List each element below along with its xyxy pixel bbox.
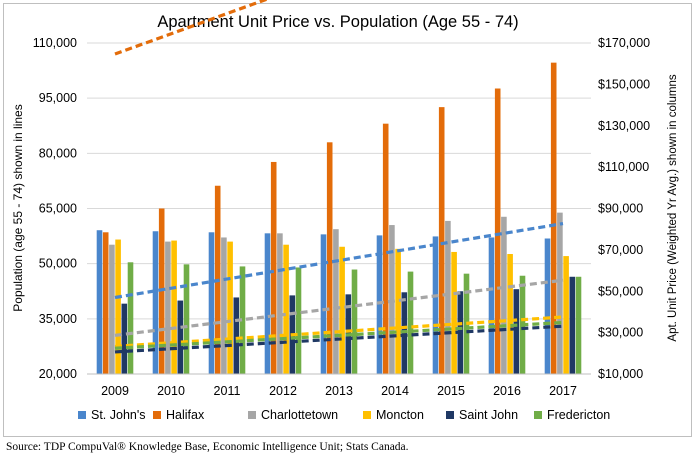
legend-label: Saint John [459, 408, 518, 422]
bar [513, 289, 520, 374]
legend-label: Fredericton [547, 408, 610, 422]
y-tick-label-left: 50,000 [39, 257, 77, 271]
bar [283, 244, 289, 374]
trend-line [114, 0, 270, 56]
bar [109, 244, 115, 374]
bar [333, 229, 339, 374]
bar [264, 233, 271, 374]
bar [277, 233, 283, 374]
bar [127, 262, 134, 374]
y-tick-label-left: 80,000 [39, 146, 77, 160]
bar [326, 142, 333, 374]
bar [121, 303, 128, 374]
x-tick-label: 2017 [549, 384, 577, 398]
bar [494, 88, 501, 374]
legend-label: Charlottetown [261, 408, 338, 422]
y-axis-left-label: Population (age 55 - 74) shown in lines [11, 104, 25, 311]
trend-line [114, 278, 564, 337]
bar [96, 230, 103, 374]
bar [389, 225, 395, 374]
bar [407, 271, 414, 374]
y-tick-label-right: $130,000 [598, 119, 650, 133]
x-tick-label: 2013 [325, 384, 353, 398]
y-tick-label-right: $10,000 [598, 367, 643, 381]
bar [208, 232, 215, 374]
bar [171, 240, 177, 374]
bar [295, 267, 302, 374]
bar [270, 161, 277, 374]
bar [221, 237, 227, 374]
y-tick-label-right: $30,000 [598, 326, 643, 340]
bar [165, 241, 171, 374]
bar [320, 234, 327, 374]
legend-swatch [78, 411, 86, 419]
x-tick-label: 2016 [493, 384, 521, 398]
combo-chart: Apartment Unit Price vs. Population (Age… [11, 0, 679, 422]
legend-label: St. John's [91, 408, 146, 422]
x-tick-label: 2014 [381, 384, 409, 398]
y-tick-label-right: $170,000 [598, 36, 650, 50]
chart-title: Apartment Unit Price vs. Population (Age… [157, 13, 518, 31]
column-series [96, 62, 582, 375]
y-tick-label-right: $150,000 [598, 77, 650, 91]
bar [569, 276, 576, 374]
source-note: Source: TDP CompuVal® Knowledge Base, Ec… [6, 441, 409, 453]
y-tick-label-left: 35,000 [39, 312, 77, 326]
legend-swatch [248, 411, 256, 419]
trend-line [114, 315, 564, 349]
x-tick-label: 2012 [269, 384, 297, 398]
x-tick-label: 2011 [214, 384, 241, 398]
y-tick-label-right: $90,000 [598, 202, 643, 216]
trend-line [114, 320, 564, 350]
y-tick-label-left: 20,000 [39, 367, 77, 381]
bar [557, 212, 563, 374]
bar [183, 264, 190, 374]
axes: 20,000 35,000 50,000 65,000 80,000 95,000 110,… [33, 36, 650, 398]
y-axis-right-label: Apt. Unit Price (Weighted Yr Avg.) shown… [667, 74, 679, 341]
bar [575, 276, 582, 374]
bar [563, 256, 569, 374]
bar [177, 300, 184, 374]
bar [152, 231, 159, 374]
bar [376, 235, 383, 374]
y-tick-label-right: $110,000 [598, 160, 649, 174]
bar [438, 107, 445, 374]
legend: St. John's Halifax Charlottetown Moncton Sai… [78, 408, 610, 422]
bar [451, 251, 457, 374]
x-tick-label: 2015 [437, 384, 465, 398]
bar [233, 297, 240, 374]
trend-line [114, 222, 564, 300]
bar [501, 216, 507, 374]
bar [239, 266, 246, 374]
bar [507, 254, 513, 374]
x-tick-label: 2010 [157, 384, 185, 398]
y-tick-label-left: 110,000 [33, 36, 77, 50]
bar [227, 241, 233, 374]
x-tick-label: 2009 [101, 384, 129, 398]
bar [339, 246, 345, 374]
bar [395, 248, 401, 374]
bar [102, 232, 109, 374]
bar [550, 62, 557, 374]
legend-swatch [153, 411, 161, 419]
bar [445, 220, 451, 374]
bar [488, 237, 495, 374]
bar [432, 236, 439, 374]
y-tick-label-left: 65,000 [39, 202, 77, 216]
y-tick-label-right: $70,000 [598, 243, 643, 257]
legend-swatch [534, 411, 542, 419]
legend-label: Moncton [376, 408, 424, 422]
y-tick-label-left: 95,000 [39, 91, 77, 105]
legend-swatch [446, 411, 454, 419]
bar [115, 239, 121, 374]
trend-line [114, 324, 564, 354]
y-tick-label-right: $50,000 [598, 284, 643, 298]
bar [544, 238, 551, 374]
trend-lines [114, 0, 564, 354]
bar [382, 123, 389, 375]
legend-swatch [363, 411, 371, 419]
legend-label: Halifax [166, 408, 205, 422]
bar [351, 269, 358, 374]
